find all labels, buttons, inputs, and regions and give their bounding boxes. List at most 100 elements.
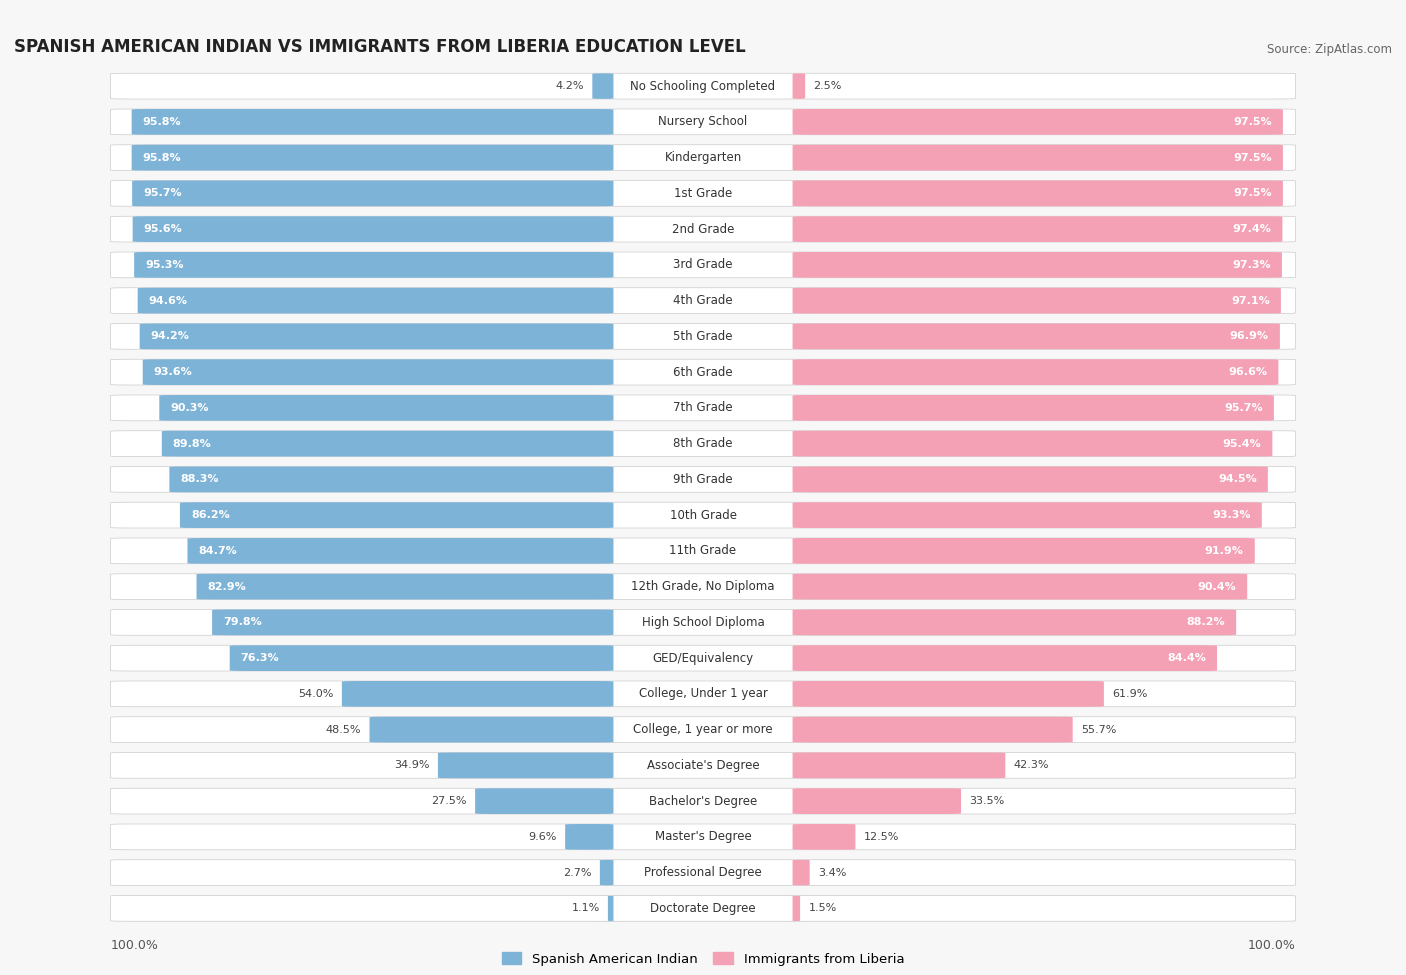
Text: 86.2%: 86.2%	[191, 510, 229, 520]
Text: 10th Grade: 10th Grade	[669, 509, 737, 522]
FancyBboxPatch shape	[111, 860, 1295, 885]
FancyBboxPatch shape	[111, 73, 1295, 99]
FancyBboxPatch shape	[111, 645, 1295, 671]
Text: Professional Degree: Professional Degree	[644, 866, 762, 879]
FancyBboxPatch shape	[111, 180, 1295, 207]
Text: Kindergarten: Kindergarten	[665, 151, 741, 164]
FancyBboxPatch shape	[139, 324, 613, 349]
FancyBboxPatch shape	[793, 324, 1279, 349]
FancyBboxPatch shape	[111, 216, 1295, 242]
FancyBboxPatch shape	[111, 538, 1295, 564]
FancyBboxPatch shape	[169, 466, 613, 492]
FancyBboxPatch shape	[142, 359, 613, 385]
FancyBboxPatch shape	[475, 788, 613, 814]
FancyBboxPatch shape	[370, 717, 613, 743]
Text: 97.5%: 97.5%	[1233, 117, 1272, 127]
FancyBboxPatch shape	[138, 288, 613, 314]
Text: 94.2%: 94.2%	[150, 332, 190, 341]
FancyBboxPatch shape	[111, 788, 1295, 814]
Text: 54.0%: 54.0%	[298, 689, 333, 699]
Text: 27.5%: 27.5%	[432, 797, 467, 806]
FancyBboxPatch shape	[793, 180, 1282, 207]
FancyBboxPatch shape	[111, 288, 1295, 314]
FancyBboxPatch shape	[437, 753, 613, 778]
FancyBboxPatch shape	[793, 645, 1218, 671]
Text: 79.8%: 79.8%	[224, 617, 262, 627]
Text: 76.3%: 76.3%	[240, 653, 280, 663]
FancyBboxPatch shape	[793, 109, 1282, 135]
FancyBboxPatch shape	[793, 216, 1282, 242]
Text: 95.7%: 95.7%	[1225, 403, 1263, 412]
FancyBboxPatch shape	[565, 824, 613, 850]
Text: 4.2%: 4.2%	[555, 81, 583, 91]
Text: 95.8%: 95.8%	[142, 153, 181, 163]
FancyBboxPatch shape	[111, 431, 1295, 456]
FancyBboxPatch shape	[793, 824, 855, 850]
FancyBboxPatch shape	[793, 538, 1254, 564]
Text: GED/Equivalency: GED/Equivalency	[652, 651, 754, 665]
FancyBboxPatch shape	[111, 324, 1295, 349]
Text: 61.9%: 61.9%	[1112, 689, 1147, 699]
Text: 100.0%: 100.0%	[111, 939, 159, 952]
FancyBboxPatch shape	[187, 538, 613, 564]
Text: 42.3%: 42.3%	[1014, 760, 1049, 770]
Text: 95.3%: 95.3%	[145, 260, 184, 270]
Text: 100.0%: 100.0%	[1247, 939, 1295, 952]
FancyBboxPatch shape	[111, 609, 1295, 636]
Text: Associate's Degree: Associate's Degree	[647, 759, 759, 772]
Text: 1.1%: 1.1%	[571, 904, 599, 914]
Text: 91.9%: 91.9%	[1205, 546, 1244, 556]
FancyBboxPatch shape	[793, 753, 1005, 778]
FancyBboxPatch shape	[111, 109, 1295, 135]
FancyBboxPatch shape	[783, 895, 808, 921]
FancyBboxPatch shape	[111, 466, 1295, 492]
FancyBboxPatch shape	[598, 860, 616, 885]
FancyBboxPatch shape	[111, 395, 1295, 421]
Text: 3.4%: 3.4%	[818, 868, 846, 878]
FancyBboxPatch shape	[229, 645, 613, 671]
Text: 84.4%: 84.4%	[1167, 653, 1206, 663]
FancyBboxPatch shape	[111, 573, 1295, 600]
FancyBboxPatch shape	[162, 431, 613, 456]
Text: 89.8%: 89.8%	[173, 439, 211, 448]
Text: 93.3%: 93.3%	[1212, 510, 1251, 520]
Text: 8th Grade: 8th Grade	[673, 437, 733, 450]
Text: 97.1%: 97.1%	[1232, 295, 1270, 305]
FancyBboxPatch shape	[793, 681, 1104, 707]
Text: 12.5%: 12.5%	[863, 832, 898, 841]
FancyBboxPatch shape	[132, 109, 613, 135]
Text: 95.8%: 95.8%	[142, 117, 181, 127]
FancyBboxPatch shape	[212, 609, 613, 636]
FancyBboxPatch shape	[793, 144, 1282, 171]
Text: 2.7%: 2.7%	[562, 868, 592, 878]
Text: 1st Grade: 1st Grade	[673, 187, 733, 200]
Text: 97.4%: 97.4%	[1233, 224, 1271, 234]
FancyBboxPatch shape	[793, 288, 1281, 314]
Text: 95.7%: 95.7%	[143, 188, 181, 198]
Text: 12th Grade, No Diploma: 12th Grade, No Diploma	[631, 580, 775, 593]
Text: 11th Grade: 11th Grade	[669, 544, 737, 558]
Legend: Spanish American Indian, Immigrants from Liberia: Spanish American Indian, Immigrants from…	[496, 947, 910, 971]
FancyBboxPatch shape	[111, 824, 1295, 850]
FancyBboxPatch shape	[793, 466, 1268, 492]
FancyBboxPatch shape	[793, 252, 1282, 278]
Text: College, Under 1 year: College, Under 1 year	[638, 687, 768, 700]
FancyBboxPatch shape	[180, 502, 613, 528]
FancyBboxPatch shape	[793, 395, 1274, 421]
FancyBboxPatch shape	[111, 502, 1295, 528]
Text: 94.5%: 94.5%	[1218, 475, 1257, 485]
Text: No Schooling Completed: No Schooling Completed	[630, 80, 776, 93]
FancyBboxPatch shape	[793, 788, 962, 814]
Text: 90.4%: 90.4%	[1198, 582, 1236, 592]
Text: 9th Grade: 9th Grade	[673, 473, 733, 486]
FancyBboxPatch shape	[793, 502, 1261, 528]
FancyBboxPatch shape	[111, 717, 1295, 743]
FancyBboxPatch shape	[793, 860, 810, 885]
Text: 34.9%: 34.9%	[394, 760, 430, 770]
Text: 2.5%: 2.5%	[814, 81, 842, 91]
FancyBboxPatch shape	[132, 216, 613, 242]
FancyBboxPatch shape	[793, 609, 1236, 636]
FancyBboxPatch shape	[111, 359, 1295, 385]
Text: SPANISH AMERICAN INDIAN VS IMMIGRANTS FROM LIBERIA EDUCATION LEVEL: SPANISH AMERICAN INDIAN VS IMMIGRANTS FR…	[14, 38, 745, 56]
FancyBboxPatch shape	[592, 73, 613, 99]
